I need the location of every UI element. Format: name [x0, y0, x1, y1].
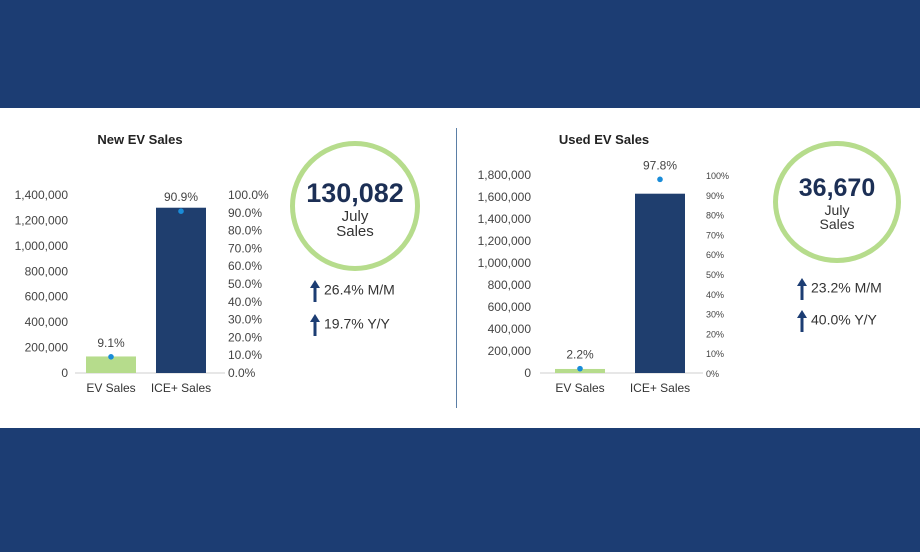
- mm-change-new: 26.4% M/M: [310, 280, 395, 302]
- yy-change-new-text: 19.7% Y/Y: [324, 315, 390, 332]
- y-tick-label: 400,000: [25, 315, 69, 329]
- top-band: [0, 0, 920, 108]
- y2-tick-label: 30%: [706, 310, 724, 320]
- y2-tick-label: 20.0%: [228, 330, 262, 344]
- bottom-band: [0, 428, 920, 552]
- x-tick-label: ICE+ Sales: [151, 381, 211, 395]
- content-panel: New EV Sales 0 200,000 400,000 600,000 800,00…: [0, 108, 920, 428]
- y-tick-label: 1,400,000: [15, 188, 69, 202]
- mm-change-used-text: 23.2% M/M: [811, 279, 882, 296]
- y-tick-label: 400,000: [488, 322, 532, 336]
- y-tick-label: 800,000: [25, 264, 69, 278]
- bar-ev-sales: [86, 356, 136, 373]
- y-tick-label: 600,000: [488, 300, 532, 314]
- kpi-label-line2-new: Sales: [336, 223, 374, 240]
- share-point: [108, 354, 114, 360]
- y2-tick-label: 50.0%: [228, 277, 262, 291]
- arrow-up-icon: [310, 280, 320, 302]
- arrow-up-icon: [797, 278, 807, 300]
- y-tick-label: 1,000,000: [478, 256, 532, 270]
- y-tick-label: 1,800,000: [478, 168, 532, 182]
- y-tick-label: 0: [61, 366, 68, 380]
- y2-tick-label: 10.0%: [228, 348, 262, 362]
- y2-tick-label: 20%: [706, 329, 724, 339]
- y-tick-label: 1,200,000: [478, 234, 532, 248]
- yy-change-used-text: 40.0% Y/Y: [811, 311, 877, 328]
- y2-tick-label: 10%: [706, 349, 724, 359]
- yy-change-used: 40.0% Y/Y: [797, 310, 877, 332]
- x-tick-label: EV Sales: [555, 381, 604, 395]
- bar-ice-sales: [156, 207, 206, 373]
- yy-change-new: 19.7% Y/Y: [310, 314, 390, 336]
- y2-tick-label: 100%: [706, 171, 729, 181]
- panel-divider: [456, 128, 457, 408]
- y-tick-label: 1,200,000: [15, 213, 69, 227]
- y-tick-label: 200,000: [488, 344, 532, 358]
- y-tick-label: 1,600,000: [478, 190, 532, 204]
- y2-tick-label: 0.0%: [228, 366, 256, 380]
- y2-tick-label: 70%: [706, 230, 724, 240]
- kpi-ring-used: 36,670 July Sales: [773, 141, 901, 263]
- x-tick-label: ICE+ Sales: [630, 381, 690, 395]
- share-point: [178, 208, 184, 214]
- mm-change-new-text: 26.4% M/M: [324, 281, 395, 298]
- kpi-value-used: 36,670: [798, 174, 876, 202]
- share-data-label: 90.9%: [164, 190, 198, 204]
- used-ev-sales-chart: Used EV Sales 0 200,000 400,000 600,000 800,0…: [478, 132, 729, 395]
- share-data-label: 97.8%: [643, 158, 677, 172]
- kpi-label-line1-used: July: [824, 202, 850, 218]
- y-tick-label: 1,000,000: [15, 239, 69, 253]
- y2-tick-label: 30.0%: [228, 313, 262, 327]
- y2-tick-label: 40.0%: [228, 295, 262, 309]
- share-point: [577, 365, 583, 372]
- share-data-label: 9.1%: [97, 336, 125, 350]
- y2-tick-label: 90.0%: [228, 206, 262, 220]
- kpi-label-line1-new: July: [341, 208, 369, 225]
- arrow-up-icon: [797, 310, 807, 332]
- new-ev-sales-chart: New EV Sales 0 200,000 400,000 600,000 800,00…: [15, 132, 269, 395]
- y2-tick-label: 50%: [706, 270, 724, 280]
- x-tick-label: EV Sales: [86, 381, 135, 395]
- y2-tick-label: 0%: [706, 369, 719, 379]
- y2-tick-label: 40%: [706, 290, 724, 300]
- y-tick-label: 800,000: [488, 278, 532, 292]
- share-point: [657, 176, 663, 183]
- chart-title: New EV Sales: [97, 132, 182, 147]
- kpi-ring-new: 130,082 July Sales: [290, 141, 420, 271]
- bar-ice-sales: [635, 193, 685, 373]
- kpi-label-line2-used: Sales: [819, 216, 855, 232]
- y2-tick-label: 80%: [706, 211, 724, 221]
- y-tick-label: 0: [524, 366, 531, 380]
- y2-tick-label: 60.0%: [228, 259, 262, 273]
- y2-tick-label: 100.0%: [228, 188, 269, 202]
- chart-title: Used EV Sales: [559, 132, 649, 147]
- mm-change-used: 23.2% M/M: [797, 278, 882, 300]
- kpi-value-new: 130,082: [306, 178, 404, 208]
- y2-tick-label: 60%: [706, 250, 724, 260]
- share-data-label: 2.2%: [566, 348, 594, 362]
- arrow-up-icon: [310, 314, 320, 336]
- y-tick-label: 200,000: [25, 341, 69, 355]
- y-tick-label: 1,400,000: [478, 212, 532, 226]
- y2-tick-label: 70.0%: [228, 241, 262, 255]
- y-tick-label: 600,000: [25, 290, 69, 304]
- y2-tick-label: 90%: [706, 191, 724, 201]
- y2-tick-label: 80.0%: [228, 224, 262, 238]
